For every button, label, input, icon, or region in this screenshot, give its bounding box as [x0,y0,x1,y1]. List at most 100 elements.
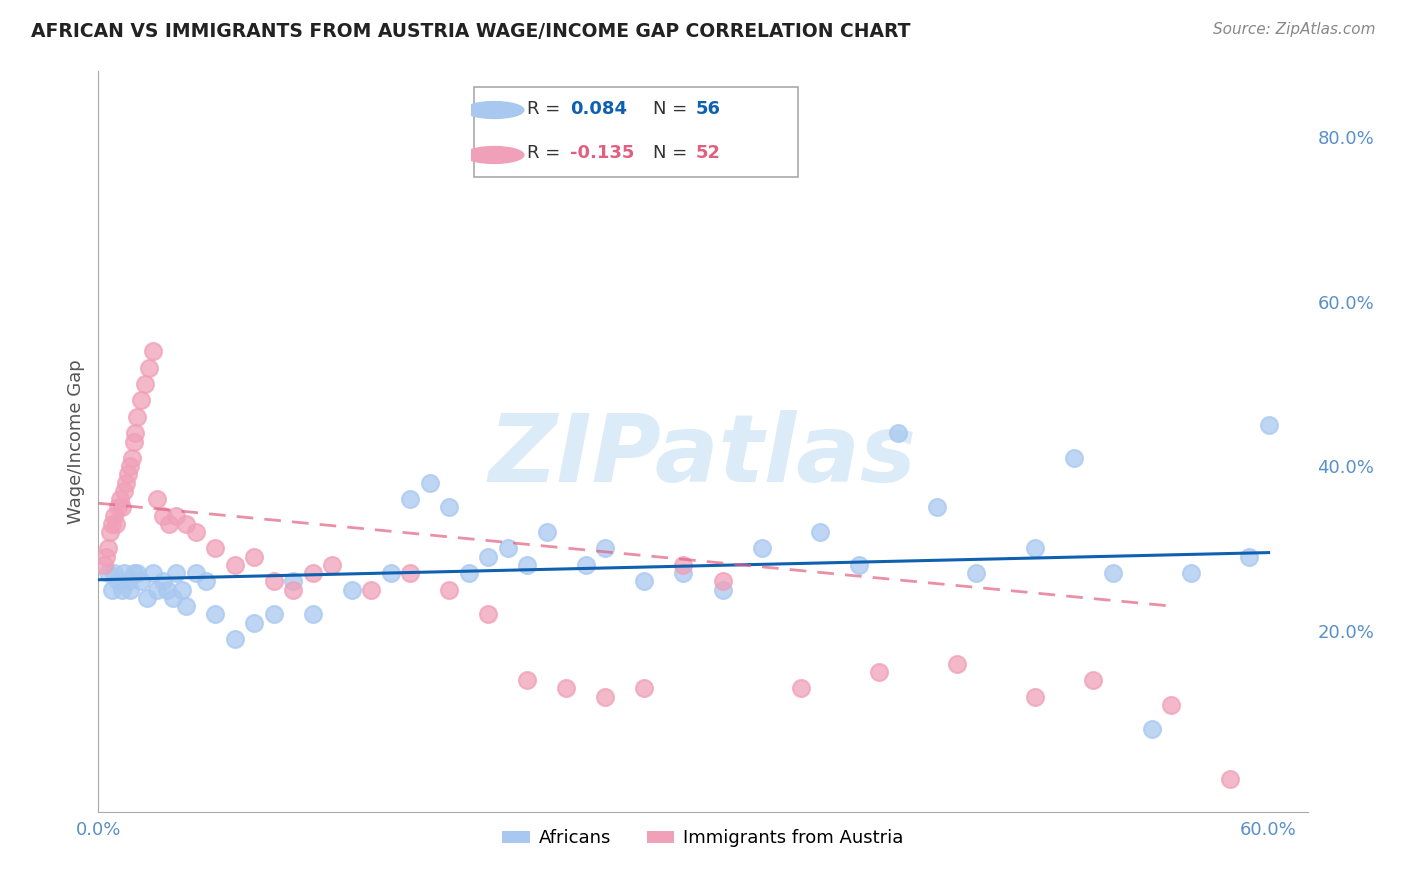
Point [848,558,870,572]
Point [101,582,124,597]
Point [112,483,135,498]
Point [122,434,145,449]
Point [808,524,831,539]
Point [360,582,382,597]
Point [97,541,120,556]
Point [263,607,285,622]
Point [165,566,187,581]
Point [925,500,948,515]
Point [399,492,422,507]
Point [380,566,402,581]
Point [174,516,197,531]
Point [555,681,578,696]
Point [172,582,194,597]
Point [93,558,115,572]
Text: R =: R = [527,145,567,162]
Point [121,450,143,465]
Point [575,558,598,572]
Point [114,475,136,490]
Point [131,393,153,408]
Point [204,541,226,556]
Point [194,574,217,589]
Point [496,541,519,556]
Point [124,426,146,441]
Point [945,657,967,671]
Point [1101,566,1123,581]
Text: R =: R = [527,100,567,118]
Point [108,492,131,507]
Point [101,516,124,531]
Point [243,549,266,564]
Point [111,500,134,515]
Point [1160,698,1182,712]
Point [103,566,125,581]
Text: N =: N = [652,100,693,118]
Point [516,673,538,687]
Y-axis label: Wage/Income Gap: Wage/Income Gap [66,359,84,524]
Point [1140,723,1163,737]
Point [104,516,127,531]
Point [711,582,734,597]
Point [118,459,141,474]
Point [1024,690,1046,704]
Point [111,582,134,597]
FancyBboxPatch shape [474,87,799,177]
Point [1257,418,1279,433]
Point [243,615,266,630]
Point [633,574,655,589]
Point [789,681,811,696]
Point [157,516,180,531]
Point [1180,566,1202,581]
Point [1081,673,1104,687]
Text: 56: 56 [696,100,721,118]
Text: Source: ZipAtlas.com: Source: ZipAtlas.com [1212,22,1375,37]
Point [146,492,169,507]
Point [165,508,187,523]
Legend: Africans, Immigrants from Austria: Africans, Immigrants from Austria [495,822,911,855]
Point [162,591,184,605]
Point [868,665,890,679]
Point [965,566,987,581]
Point [107,500,129,515]
Circle shape [464,146,524,163]
Point [477,607,499,622]
Point [224,558,246,572]
Text: AFRICAN VS IMMIGRANTS FROM AUSTRIA WAGE/INCOME GAP CORRELATION CHART: AFRICAN VS IMMIGRANTS FROM AUSTRIA WAGE/… [31,22,911,41]
Point [152,508,174,523]
Point [184,524,207,539]
Point [122,566,145,581]
Point [142,344,165,359]
Point [1063,450,1085,465]
Point [134,376,156,391]
Point [477,549,499,564]
Point [751,541,773,556]
Point [174,599,197,613]
Point [672,558,695,572]
Point [887,426,910,441]
Point [97,566,120,581]
Point [672,566,695,581]
Point [142,566,165,581]
Point [263,574,285,589]
Point [224,632,246,646]
Point [302,607,325,622]
Point [1237,549,1260,564]
Point [633,681,655,696]
Point [283,582,305,597]
Point [127,409,149,424]
Point [96,549,118,564]
Point [516,558,538,572]
Point [103,508,125,523]
Point [127,566,149,581]
Point [146,582,169,597]
Point [204,607,226,622]
Point [117,467,139,482]
Point [321,558,343,572]
Point [399,566,422,581]
Circle shape [464,102,524,119]
Text: ZIPatlas: ZIPatlas [489,410,917,502]
Text: -0.135: -0.135 [571,145,634,162]
Point [1024,541,1046,556]
Point [302,566,325,581]
Point [152,574,174,589]
